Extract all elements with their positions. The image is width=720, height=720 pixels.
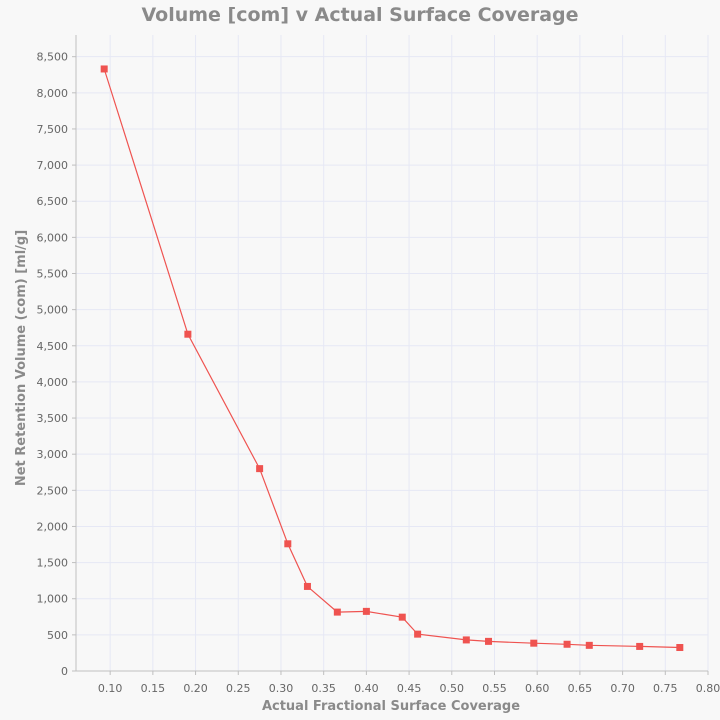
- y-tick-label: 5,500: [37, 268, 69, 281]
- y-tick-label: 5,000: [37, 304, 69, 317]
- x-tick-label: 0.70: [610, 682, 635, 695]
- data-point-marker: [462, 636, 470, 644]
- data-point-marker: [485, 637, 493, 645]
- x-tick-label: 0.20: [183, 682, 208, 695]
- y-tick-label: 8,500: [37, 51, 69, 64]
- y-tick-label: 6,000: [37, 231, 69, 244]
- y-tick-label: 500: [47, 629, 68, 642]
- y-tick-label: 6,500: [37, 195, 69, 208]
- data-point-marker: [362, 607, 370, 615]
- y-tick-label: 1,500: [37, 557, 69, 570]
- y-tick-label: 2,000: [37, 520, 69, 533]
- data-point-marker: [636, 642, 644, 650]
- x-tick-label: 0.30: [269, 682, 294, 695]
- x-tick-label: 0.25: [226, 682, 251, 695]
- data-point-marker: [563, 640, 571, 648]
- x-tick-label: 0.45: [397, 682, 422, 695]
- x-axis-label: Actual Fractional Surface Coverage: [262, 699, 520, 714]
- y-tick-label: 3,000: [37, 448, 69, 461]
- x-tick-label: 0.80: [696, 682, 720, 695]
- y-tick-label: 8,000: [37, 87, 69, 100]
- x-tick-label: 0.75: [653, 682, 678, 695]
- data-point-marker: [530, 639, 538, 647]
- chart-title: Volume [com] v Actual Surface Coverage: [141, 4, 578, 26]
- data-point-marker: [184, 330, 192, 338]
- series-line: [103, 68, 680, 649]
- data-point-marker: [414, 630, 422, 638]
- data-point-marker: [585, 641, 593, 649]
- tick-labels: 0.10 0.15 0.20 0.25 0.30 0.35 0.40 0.45 0.50 0.55…: [37, 51, 720, 695]
- x-tick-label: 0.65: [568, 682, 593, 695]
- y-tick-label: 4,500: [37, 340, 69, 353]
- x-tick-label: 0.55: [482, 682, 507, 695]
- y-tick-label: 2,500: [37, 484, 69, 497]
- data-point-marker: [398, 613, 406, 621]
- data-point-marker: [284, 540, 292, 548]
- y-tick-label: 7,500: [37, 123, 69, 136]
- data-point-marker: [100, 65, 108, 73]
- x-tick-label: 0.10: [98, 682, 123, 695]
- y-tick-label: 4,000: [37, 376, 69, 389]
- x-tick-label: 0.50: [440, 682, 465, 695]
- data-point-marker: [303, 582, 311, 590]
- x-tick-label: 0.15: [141, 682, 166, 695]
- y-axis-label: Net Retention Volume (com) [ml/g]: [14, 230, 29, 486]
- axes: [72, 35, 709, 675]
- x-tick-label: 0.35: [311, 682, 336, 695]
- x-tick-label: 0.40: [354, 682, 379, 695]
- data-point-marker: [676, 644, 684, 652]
- y-tick-label: 3,500: [37, 412, 69, 425]
- x-tick-label: 0.60: [525, 682, 550, 695]
- y-tick-label: 0: [61, 665, 68, 678]
- grid: [76, 35, 709, 672]
- data-point-marker: [333, 608, 341, 616]
- series: [100, 65, 684, 652]
- y-tick-label: 1,000: [37, 593, 69, 606]
- y-tick-label: 7,000: [37, 159, 69, 172]
- data-point-marker: [256, 465, 264, 473]
